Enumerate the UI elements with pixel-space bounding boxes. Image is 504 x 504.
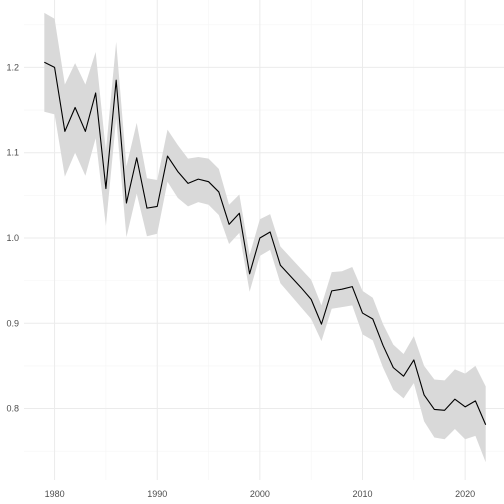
data-point <box>331 290 333 292</box>
y-tick-label: 1.2 <box>6 62 19 72</box>
data-point <box>105 187 107 189</box>
data-point <box>423 394 425 396</box>
data-point <box>402 375 404 377</box>
data-point <box>413 359 415 361</box>
data-point <box>361 312 363 314</box>
data-point <box>197 178 199 180</box>
x-tick-label: 1980 <box>45 489 65 499</box>
data-point <box>94 92 96 94</box>
data-point <box>156 205 158 207</box>
data-point <box>259 237 261 239</box>
data-point <box>146 207 148 209</box>
y-tick-label: 0.8 <box>6 404 19 414</box>
data-point <box>64 130 66 132</box>
data-point <box>392 366 394 368</box>
data-point <box>372 318 374 320</box>
data-point <box>341 288 343 290</box>
x-tick-label: 2010 <box>352 489 372 499</box>
y-axis-tick-labels: 0.8 0.9 1.0 1.1 1.2 <box>6 62 19 413</box>
data-point <box>187 182 189 184</box>
data-point <box>454 398 456 400</box>
data-point <box>300 286 302 288</box>
data-point <box>484 424 486 426</box>
y-tick-label: 1.1 <box>6 148 19 158</box>
x-tick-label: 2000 <box>250 489 270 499</box>
data-point <box>474 400 476 402</box>
major-grid <box>24 0 504 480</box>
x-tick-label: 1990 <box>147 489 167 499</box>
confidence-ribbon <box>44 12 486 463</box>
data-point <box>464 406 466 408</box>
data-point <box>115 79 117 81</box>
data-point <box>228 223 230 225</box>
data-point <box>248 273 250 275</box>
data-point <box>289 275 291 277</box>
data-point <box>53 66 55 68</box>
data-point <box>433 408 435 410</box>
x-tick-label: 2020 <box>455 489 475 499</box>
data-point <box>351 285 353 287</box>
data-point <box>74 106 76 108</box>
data-point <box>136 157 138 159</box>
x-axis-tick-labels: 1980 1990 2000 2010 2020 <box>45 489 476 499</box>
series-line <box>44 61 487 425</box>
data-point <box>43 61 45 63</box>
data-point <box>320 323 322 325</box>
data-point <box>125 202 127 204</box>
data-point <box>269 231 271 233</box>
data-point <box>279 264 281 266</box>
data-point <box>177 170 179 172</box>
data-point <box>166 155 168 157</box>
data-point <box>238 212 240 214</box>
data-point <box>382 344 384 346</box>
data-point <box>84 130 86 132</box>
data-point <box>218 191 220 193</box>
y-tick-label: 1.0 <box>6 233 19 243</box>
data-point <box>310 298 312 300</box>
data-point <box>207 180 209 182</box>
data-point <box>443 409 445 411</box>
y-tick-label: 0.9 <box>6 318 19 328</box>
